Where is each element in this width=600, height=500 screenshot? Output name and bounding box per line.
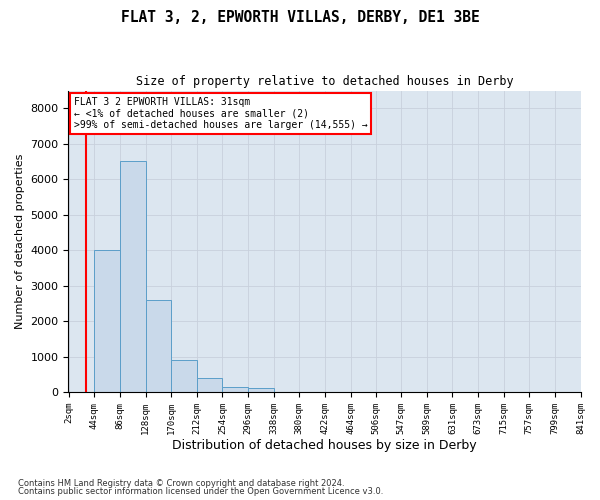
X-axis label: Distribution of detached houses by size in Derby: Distribution of detached houses by size … (172, 440, 477, 452)
Y-axis label: Number of detached properties: Number of detached properties (15, 154, 25, 329)
Bar (223, 386, 248, 392)
Text: Contains HM Land Registry data © Crown copyright and database right 2024.: Contains HM Land Registry data © Crown c… (18, 478, 344, 488)
Title: Size of property relative to detached houses in Derby: Size of property relative to detached ho… (136, 75, 513, 88)
Text: FLAT 3, 2, EPWORTH VILLAS, DERBY, DE1 3BE: FLAT 3, 2, EPWORTH VILLAS, DERBY, DE1 3B… (121, 10, 479, 25)
Bar (197, 378, 223, 392)
Bar (94, 250, 120, 392)
Bar (146, 300, 171, 392)
Bar (120, 162, 146, 392)
Bar (248, 388, 274, 392)
Bar (171, 360, 197, 392)
Text: Contains public sector information licensed under the Open Government Licence v3: Contains public sector information licen… (18, 487, 383, 496)
Text: FLAT 3 2 EPWORTH VILLAS: 31sqm
← <1% of detached houses are smaller (2)
>99% of : FLAT 3 2 EPWORTH VILLAS: 31sqm ← <1% of … (74, 96, 367, 130)
